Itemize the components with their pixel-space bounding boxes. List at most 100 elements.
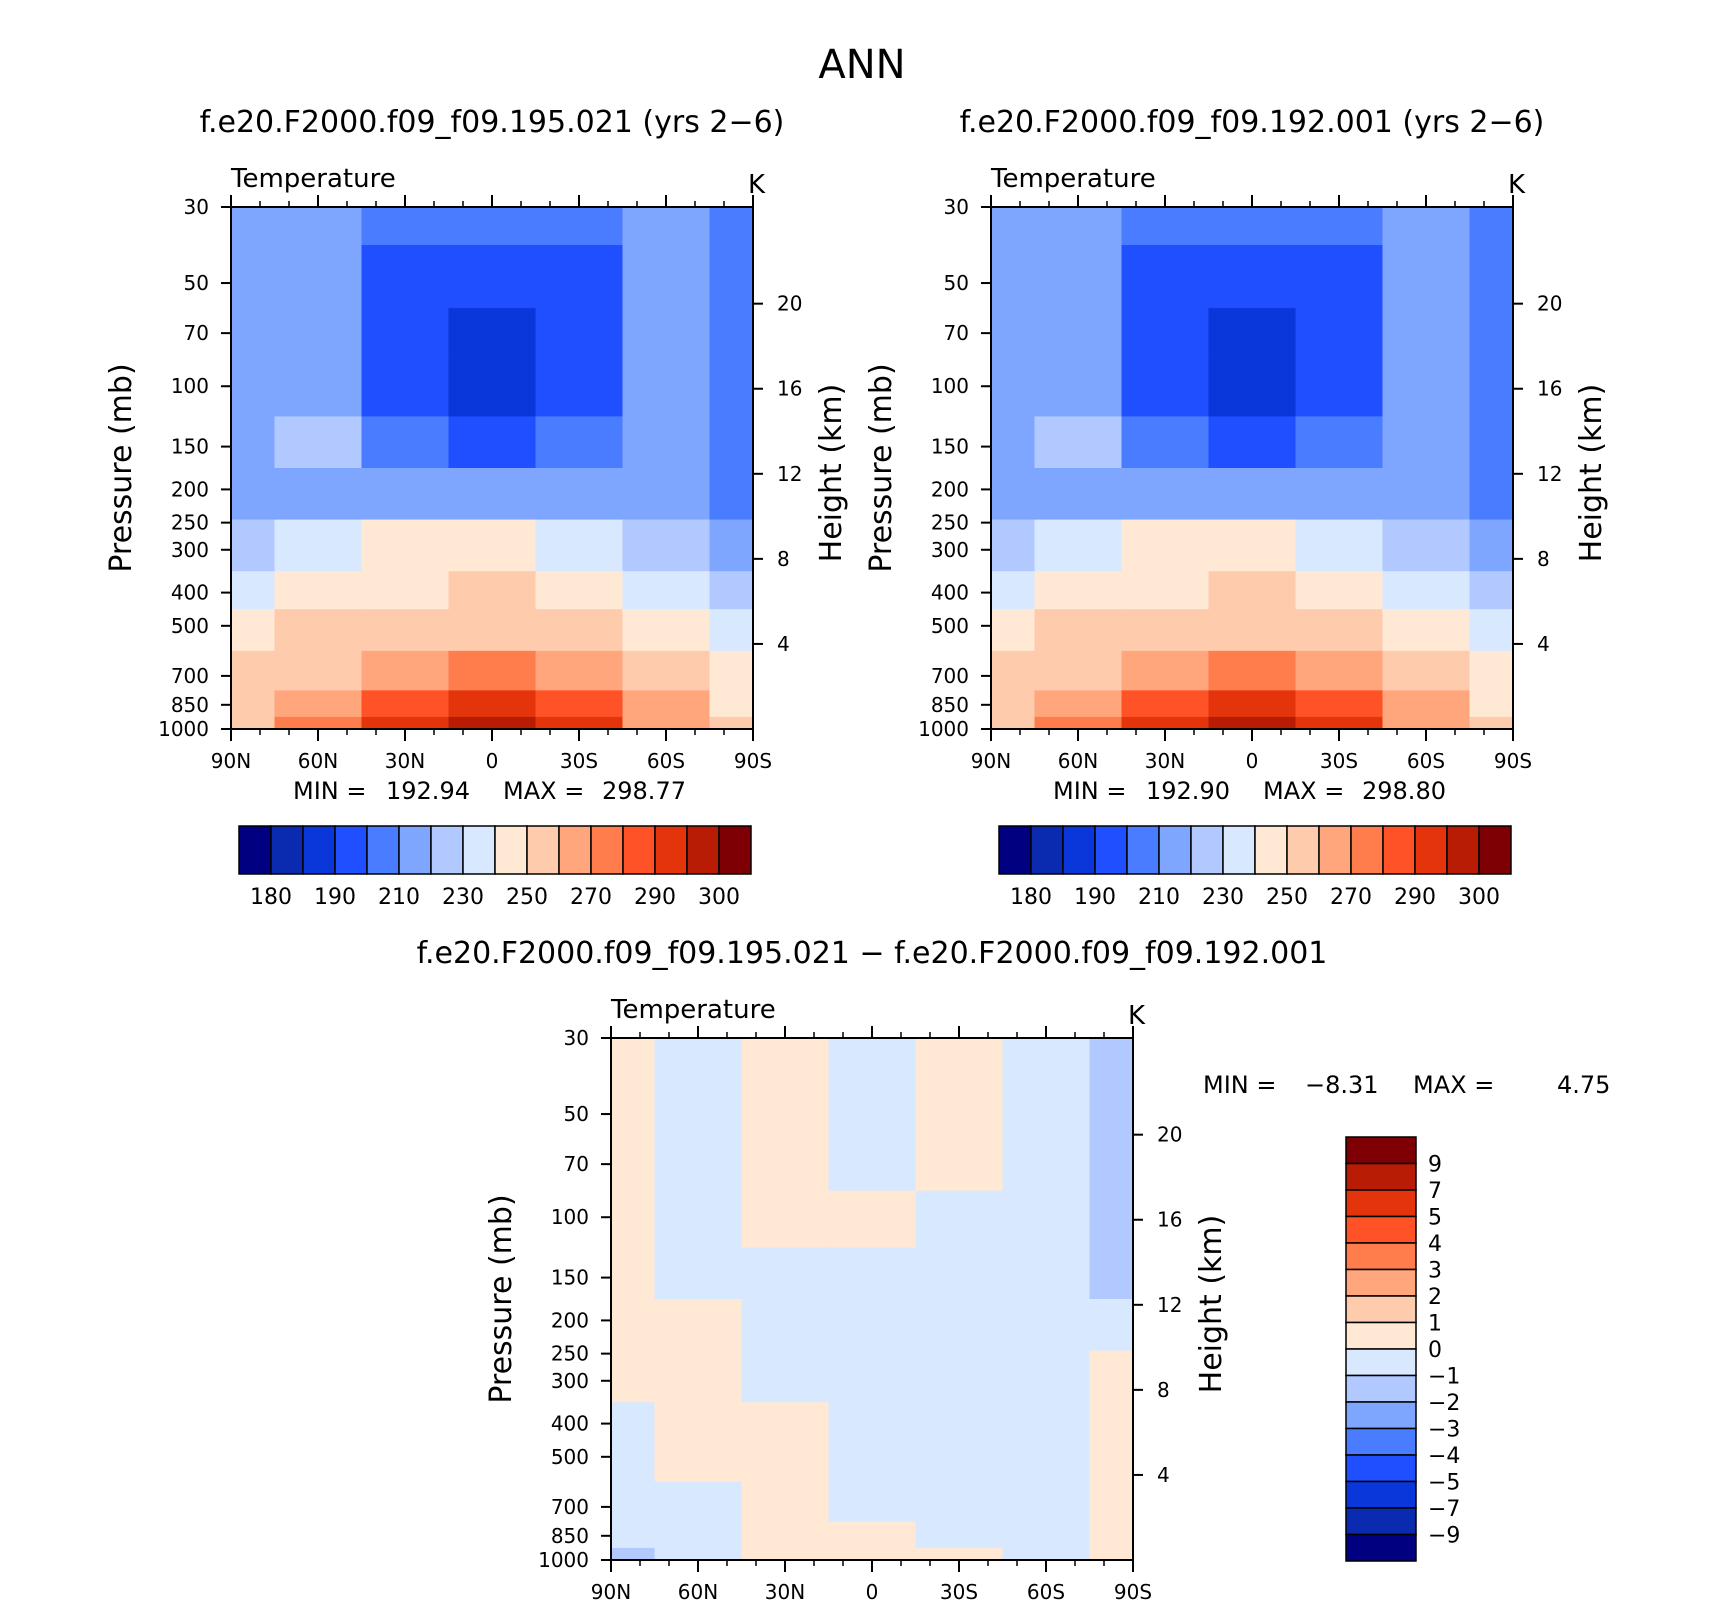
contour-cell — [991, 416, 1036, 469]
pressure-tick-label: 700 — [931, 664, 969, 688]
contour-cell — [741, 1547, 830, 1561]
contour-cell — [654, 1139, 743, 1192]
contour-cell — [231, 690, 276, 718]
contour-cell — [1034, 716, 1123, 730]
colorbar-swatch — [1345, 1136, 1417, 1165]
contour-cell — [709, 716, 754, 730]
contour-cell — [1208, 245, 1297, 309]
contour-cell — [709, 308, 754, 361]
colorbar-swatch — [462, 825, 496, 875]
contour-cell — [1002, 1481, 1091, 1522]
lat-tick-label: 30S — [940, 1580, 978, 1600]
ylabel-left: Pressure (mb) — [484, 1194, 519, 1403]
pressure-tick-label: 200 — [171, 477, 209, 501]
pressure-tick-label: 700 — [551, 1495, 589, 1519]
lat-tick-label: 60N — [678, 1580, 718, 1600]
pressure-tick-label: 150 — [931, 435, 969, 459]
contour-cell — [1382, 519, 1471, 572]
contour-cell — [535, 468, 624, 521]
contour-cell — [1034, 609, 1123, 652]
colorbar-label: 230 — [442, 885, 484, 910]
pressure-tick-label: 150 — [551, 1266, 589, 1290]
contour-cell — [1469, 207, 1514, 246]
contour-cell — [361, 650, 450, 691]
lat-tick-label: 30S — [1320, 749, 1358, 773]
pressure-tick-label: 150 — [171, 435, 209, 459]
colorbar-label: −7 — [1428, 1497, 1460, 1522]
contour-cell — [915, 1247, 1004, 1300]
lat-tick-label: 90N — [211, 749, 251, 773]
colorbar-swatch — [1478, 825, 1512, 875]
contour-cell — [1089, 1076, 1134, 1140]
contour-cell — [1382, 468, 1471, 521]
contour-cell — [1034, 519, 1123, 572]
contour-cell — [622, 650, 711, 691]
colorbar-swatch — [1345, 1268, 1417, 1297]
contour-cell — [448, 609, 537, 652]
ylabel-right: Height (km) — [1194, 1215, 1229, 1394]
colorbar-swatch — [590, 825, 624, 875]
pressure-tick-label: 70 — [184, 321, 209, 345]
contour-cell — [1295, 519, 1384, 572]
min-label: MIN = — [293, 777, 366, 805]
colorbar-swatch — [1345, 1374, 1417, 1403]
lat-tick-label: 90S — [1114, 1580, 1152, 1600]
contour-cell — [274, 416, 363, 469]
contour-cell — [709, 571, 754, 610]
contour-cell — [622, 245, 711, 309]
contour-cell — [709, 468, 754, 521]
contour-cell — [1295, 716, 1384, 730]
colorbar-swatch — [1286, 825, 1320, 875]
contour-cell — [611, 1350, 656, 1403]
contour-cell — [361, 609, 450, 652]
colorbar-label: 190 — [314, 885, 356, 910]
contour-cell — [828, 1038, 917, 1077]
contour-cell — [1002, 1521, 1091, 1549]
pressure-tick-label: 100 — [931, 374, 969, 398]
pressure-tick-label: 850 — [171, 693, 209, 717]
contour-cell — [1121, 308, 1210, 361]
colorbar-label: 7 — [1428, 1179, 1442, 1204]
contour-cell — [1469, 609, 1514, 652]
contour-cell — [535, 716, 624, 730]
contour-cell — [361, 571, 450, 610]
contour-cell — [1208, 207, 1297, 246]
contour-cell — [611, 1402, 656, 1441]
contour-cell — [274, 519, 363, 572]
colorbar-swatch — [270, 825, 304, 875]
pressure-tick-label: 50 — [944, 271, 969, 295]
contour-cell — [654, 1299, 743, 1352]
pressure-tick-label: 300 — [931, 538, 969, 562]
colorbar-swatch — [1345, 1507, 1417, 1536]
contour-cell — [1121, 716, 1210, 730]
colorbar-label: 290 — [634, 885, 676, 910]
contour-cell — [991, 359, 1036, 418]
contour-cell — [1469, 468, 1514, 521]
pressure-tick-label: 1000 — [158, 717, 209, 741]
contour-cell — [1121, 416, 1210, 469]
contour-cell — [611, 1299, 656, 1352]
contour-cell — [1208, 416, 1297, 469]
contour-cell — [1382, 308, 1471, 361]
contour-cell — [274, 308, 363, 361]
contour-cell — [741, 1481, 830, 1522]
contour-cell — [274, 245, 363, 309]
contour-cell — [828, 1076, 917, 1140]
colorbar-label: 290 — [1394, 885, 1436, 910]
height-tick-label: 4 — [777, 632, 790, 656]
contour-cell — [611, 1521, 656, 1549]
contour-cell — [1089, 1190, 1134, 1249]
lat-tick-label: 60S — [1027, 1580, 1065, 1600]
colorbar-swatch — [238, 825, 272, 875]
height-tick-label: 16 — [1537, 377, 1562, 401]
panel-title: f.e20.F2000.f09_f09.195.021 (yrs 2−6) — [200, 105, 785, 140]
contour-cell — [1382, 571, 1471, 610]
contour-cell — [741, 1038, 830, 1077]
colorbar-swatch — [1345, 1162, 1417, 1191]
pressure-tick-label: 300 — [551, 1369, 589, 1393]
max-label: MAX = — [503, 777, 584, 805]
colorbar-label: 300 — [1458, 885, 1500, 910]
contour-cell — [828, 1190, 917, 1249]
contour-cell — [991, 207, 1036, 246]
contour-cell — [231, 571, 276, 610]
